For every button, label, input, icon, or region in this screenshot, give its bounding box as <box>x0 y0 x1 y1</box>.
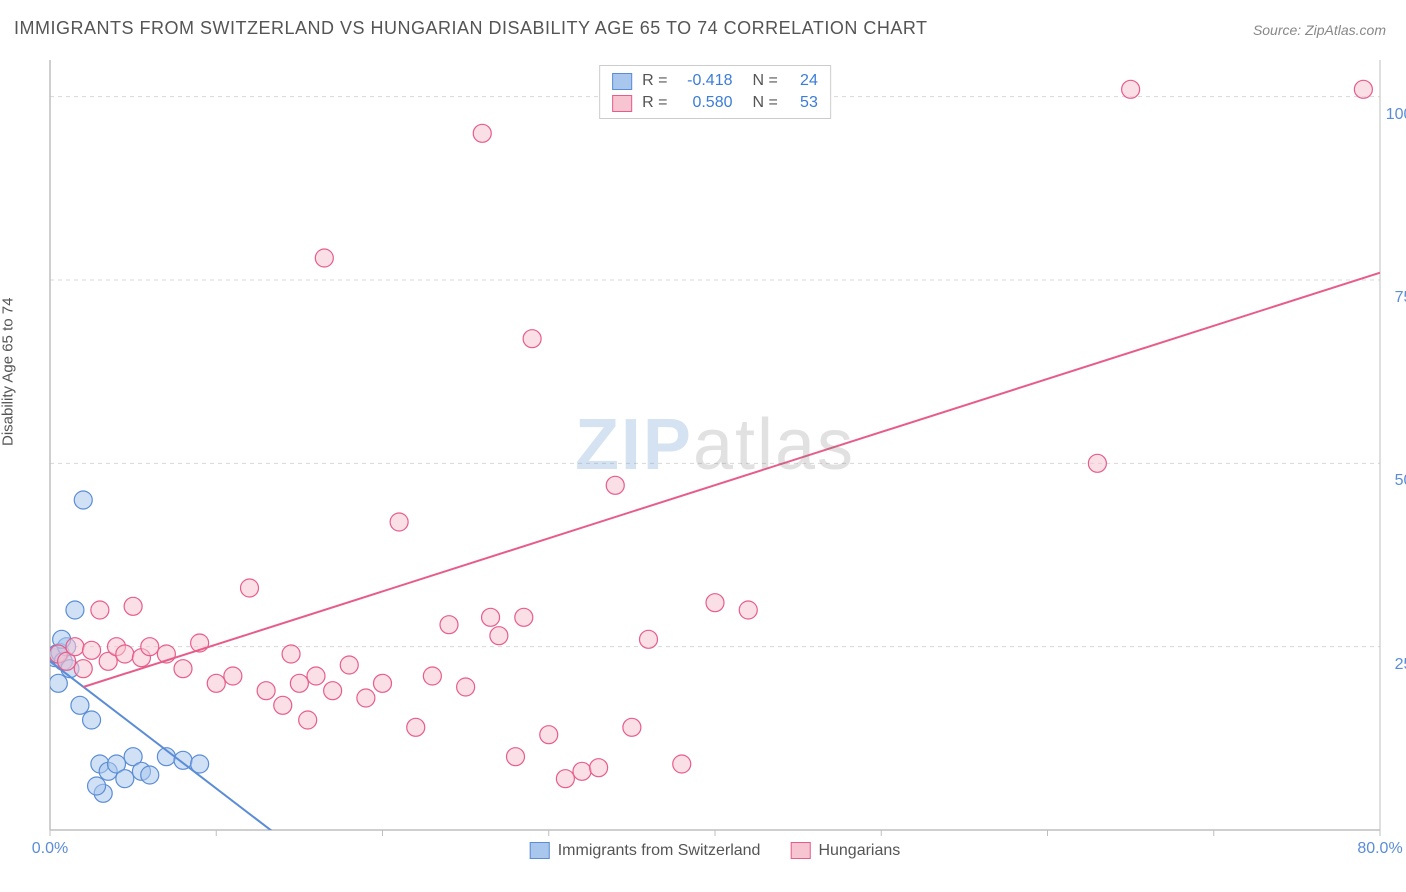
plot-area: ZIPatlas R = -0.418 N = 24 R = 0.580 N =… <box>50 60 1380 830</box>
chart-title: IMMIGRANTS FROM SWITZERLAND VS HUNGARIAN… <box>14 18 928 39</box>
legend-label: Immigrants from Switzerland <box>558 842 761 859</box>
legend-label: Hungarians <box>818 842 900 859</box>
n-value-switzerland: 24 <box>788 70 818 92</box>
legend-row-hungarians: R = 0.580 N = 53 <box>612 92 818 114</box>
legend-item-switzerland: Immigrants from Switzerland <box>530 842 761 860</box>
r-value-switzerland: -0.418 <box>678 70 733 92</box>
series-legend: Immigrants from Switzerland Hungarians <box>530 842 901 860</box>
y-tick-label: 100.0% <box>1386 106 1406 124</box>
x-tick-label: 0.0% <box>32 840 68 858</box>
n-label: N = <box>753 70 778 92</box>
r-label: R = <box>642 70 667 92</box>
chart-container: IMMIGRANTS FROM SWITZERLAND VS HUNGARIAN… <box>0 0 1406 892</box>
swatch-hungarians <box>612 95 632 112</box>
swatch-icon <box>790 842 810 859</box>
source-attribution: Source: ZipAtlas.com <box>1253 22 1386 38</box>
r-value-hungarians: 0.580 <box>678 92 733 114</box>
n-value-hungarians: 53 <box>788 92 818 114</box>
r-label: R = <box>642 92 667 114</box>
y-tick-label: 50.0% <box>1395 472 1406 490</box>
swatch-icon <box>530 842 550 859</box>
chart-svg <box>50 60 1380 830</box>
n-label: N = <box>753 92 778 114</box>
correlation-legend: R = -0.418 N = 24 R = 0.580 N = 53 <box>599 65 831 119</box>
x-tick-label: 80.0% <box>1357 840 1402 858</box>
source-name: ZipAtlas.com <box>1305 22 1386 38</box>
legend-row-switzerland: R = -0.418 N = 24 <box>612 70 818 92</box>
y-tick-label: 75.0% <box>1395 289 1406 307</box>
y-tick-label: 25.0% <box>1395 656 1406 674</box>
y-axis-label: Disability Age 65 to 74 <box>0 298 17 446</box>
source-prefix: Source: <box>1253 22 1305 38</box>
legend-item-hungarians: Hungarians <box>790 842 900 860</box>
swatch-switzerland <box>612 73 632 90</box>
